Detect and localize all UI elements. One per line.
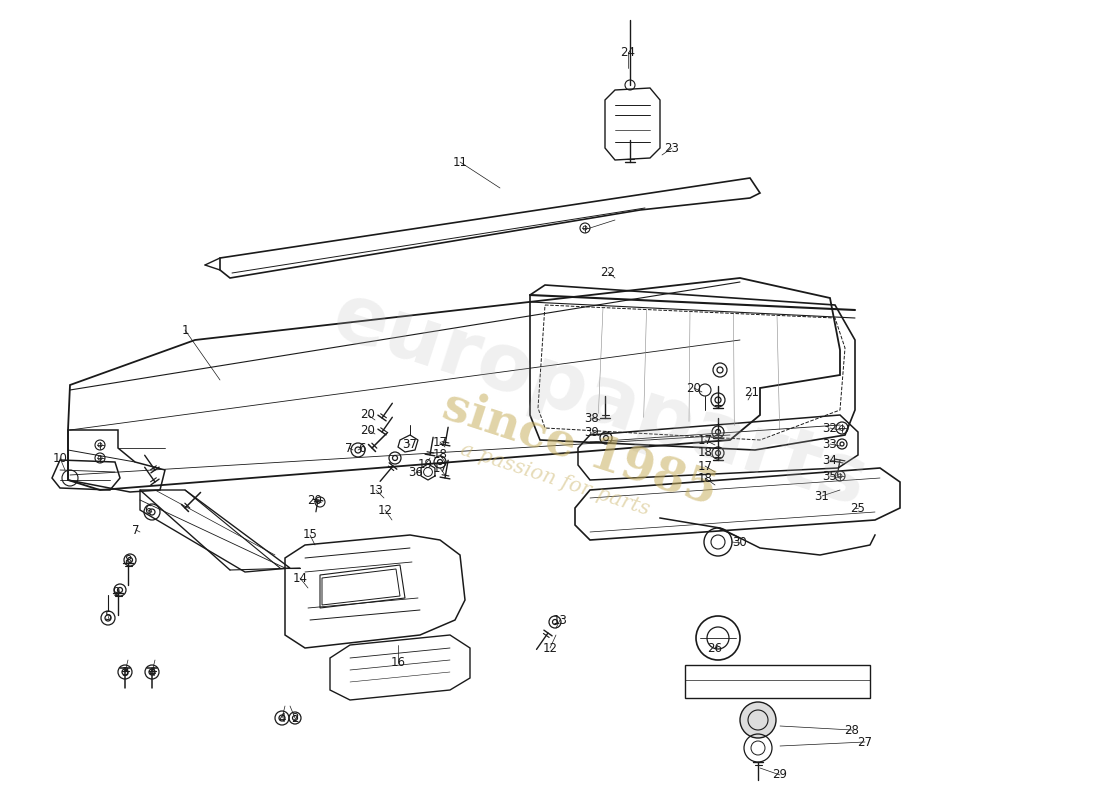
Text: since 1985: since 1985 — [437, 382, 723, 514]
Text: 20: 20 — [361, 423, 375, 437]
Text: 6: 6 — [359, 442, 365, 454]
Text: 33: 33 — [823, 438, 837, 450]
Text: 26: 26 — [707, 642, 723, 654]
Text: 20: 20 — [361, 409, 375, 422]
Text: 18: 18 — [432, 449, 448, 462]
Text: 35: 35 — [823, 470, 837, 482]
Text: 25: 25 — [850, 502, 866, 514]
Text: 5: 5 — [104, 610, 112, 622]
Text: 13: 13 — [552, 614, 568, 626]
Text: 21: 21 — [745, 386, 759, 399]
Text: 28: 28 — [845, 723, 859, 737]
Text: 14: 14 — [293, 571, 308, 585]
Text: 8: 8 — [124, 554, 132, 566]
Text: 18: 18 — [697, 471, 713, 485]
Text: 2: 2 — [292, 711, 299, 725]
Text: 20: 20 — [686, 382, 702, 394]
Text: 17: 17 — [697, 459, 713, 473]
Text: 36: 36 — [408, 466, 424, 478]
Text: 12: 12 — [377, 503, 393, 517]
Text: 7: 7 — [345, 442, 353, 454]
Text: 34: 34 — [823, 454, 837, 466]
Circle shape — [740, 702, 776, 738]
Text: 10: 10 — [53, 451, 67, 465]
Text: 27: 27 — [858, 735, 872, 749]
Text: 19: 19 — [418, 458, 432, 471]
Text: 30: 30 — [733, 537, 747, 550]
Text: 17: 17 — [697, 434, 713, 446]
Text: 9: 9 — [112, 586, 120, 598]
Text: 13: 13 — [368, 483, 384, 497]
Text: 18: 18 — [697, 446, 713, 459]
Text: 4: 4 — [278, 711, 286, 725]
Text: 16: 16 — [390, 657, 406, 670]
Text: 11: 11 — [452, 155, 468, 169]
Text: 23: 23 — [664, 142, 680, 154]
Text: 22: 22 — [601, 266, 616, 278]
Text: 32: 32 — [823, 422, 837, 434]
Text: 38: 38 — [584, 411, 600, 425]
Text: 17: 17 — [432, 462, 448, 474]
Text: 37: 37 — [403, 438, 417, 451]
Text: europaparts: europaparts — [322, 277, 877, 523]
Text: 7: 7 — [132, 523, 140, 537]
Text: 17: 17 — [432, 435, 448, 449]
Text: 31: 31 — [815, 490, 829, 502]
Text: 12: 12 — [542, 642, 558, 654]
Text: 24: 24 — [620, 46, 636, 58]
Text: a passion for parts: a passion for parts — [458, 440, 652, 520]
Text: 29: 29 — [772, 769, 788, 782]
Text: 39: 39 — [584, 426, 600, 439]
Text: 4: 4 — [148, 666, 156, 678]
Text: 15: 15 — [302, 529, 318, 542]
Text: 6: 6 — [144, 503, 152, 517]
Text: 1: 1 — [182, 323, 189, 337]
Text: 3: 3 — [121, 666, 129, 678]
Text: 20: 20 — [308, 494, 322, 506]
